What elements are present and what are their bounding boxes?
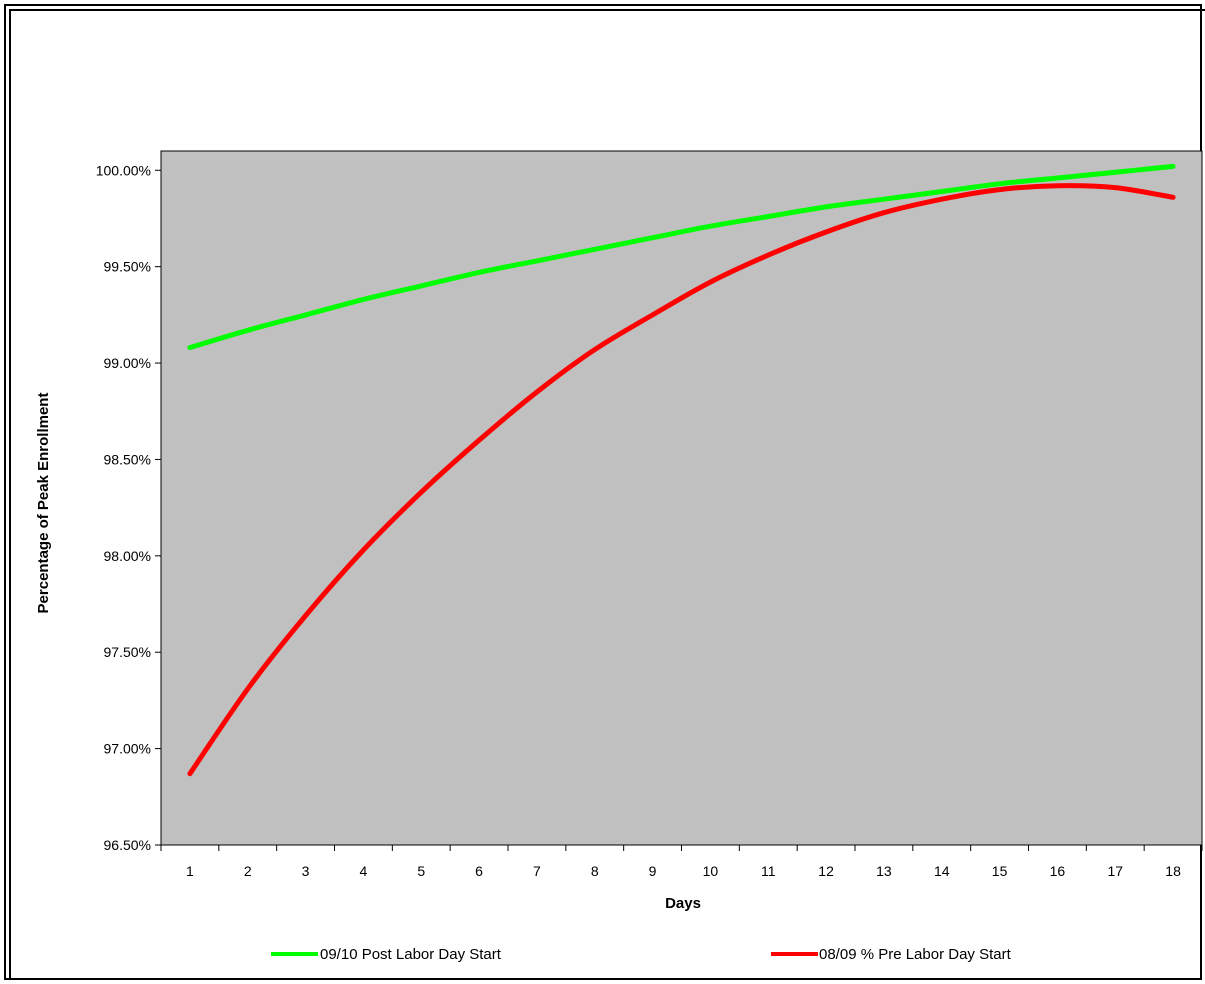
x-tick-label: 1 (186, 863, 194, 879)
x-tick-label: 9 (649, 863, 657, 879)
y-tick-label: 98.00% (104, 548, 151, 564)
x-tick-label: 12 (818, 863, 834, 879)
x-tick-label: 7 (533, 863, 541, 879)
x-tick-label: 2 (244, 863, 252, 879)
x-tick-label: 6 (475, 863, 483, 879)
y-axis-title: Percentage of Peak Enrollment (35, 393, 52, 614)
y-tick-label: 99.00% (104, 355, 151, 371)
x-tick-label: 8 (591, 863, 599, 879)
x-tick-label: 11 (761, 863, 776, 879)
legend-label-series-1: 09/10 Post Labor Day Start (320, 946, 502, 963)
x-tick-label: 14 (934, 863, 950, 879)
y-tick-label: 100.00% (96, 162, 151, 178)
x-tick-label: 10 (703, 863, 719, 879)
inner-frame (9, 9, 1205, 980)
x-tick-label: 5 (417, 863, 425, 879)
x-axis: 1 2 3 4 5 6 7 8 9 10 11 12 13 14 15 16 17 18 (160, 845, 1203, 879)
x-axis-title: Days (665, 895, 701, 912)
x-tick-label: 15 (992, 863, 1008, 879)
y-tick-label: 97.00% (104, 741, 151, 757)
x-tick-label: 16 (1050, 863, 1066, 879)
y-tick-label: 97.50% (104, 644, 151, 660)
x-tick-label: 13 (876, 863, 892, 879)
plot-area (160, 150, 1203, 846)
legend: 09/10 Post Labor Day Start 08/09 % Pre L… (271, 946, 1012, 963)
series-layer (187, 163, 1176, 777)
y-tick-label: 98.50% (104, 451, 151, 467)
y-axis: 96.50% 97.00% 97.50% 98.00% 98.50% 99.00% 99.5… (96, 162, 161, 853)
legend-label-series-2: 08/09 % Pre Labor Day Start (819, 946, 1012, 963)
x-tick-label: 3 (302, 863, 310, 879)
y-tick-label: 96.50% (104, 837, 151, 853)
series-line-2 (187, 183, 1176, 777)
series-line-1 (187, 163, 1176, 351)
y-tick-label: 99.50% (104, 259, 151, 275)
x-tick-label: 18 (1165, 863, 1181, 879)
x-tick-label: 4 (360, 863, 368, 879)
x-tick-label: 17 (1107, 863, 1123, 879)
